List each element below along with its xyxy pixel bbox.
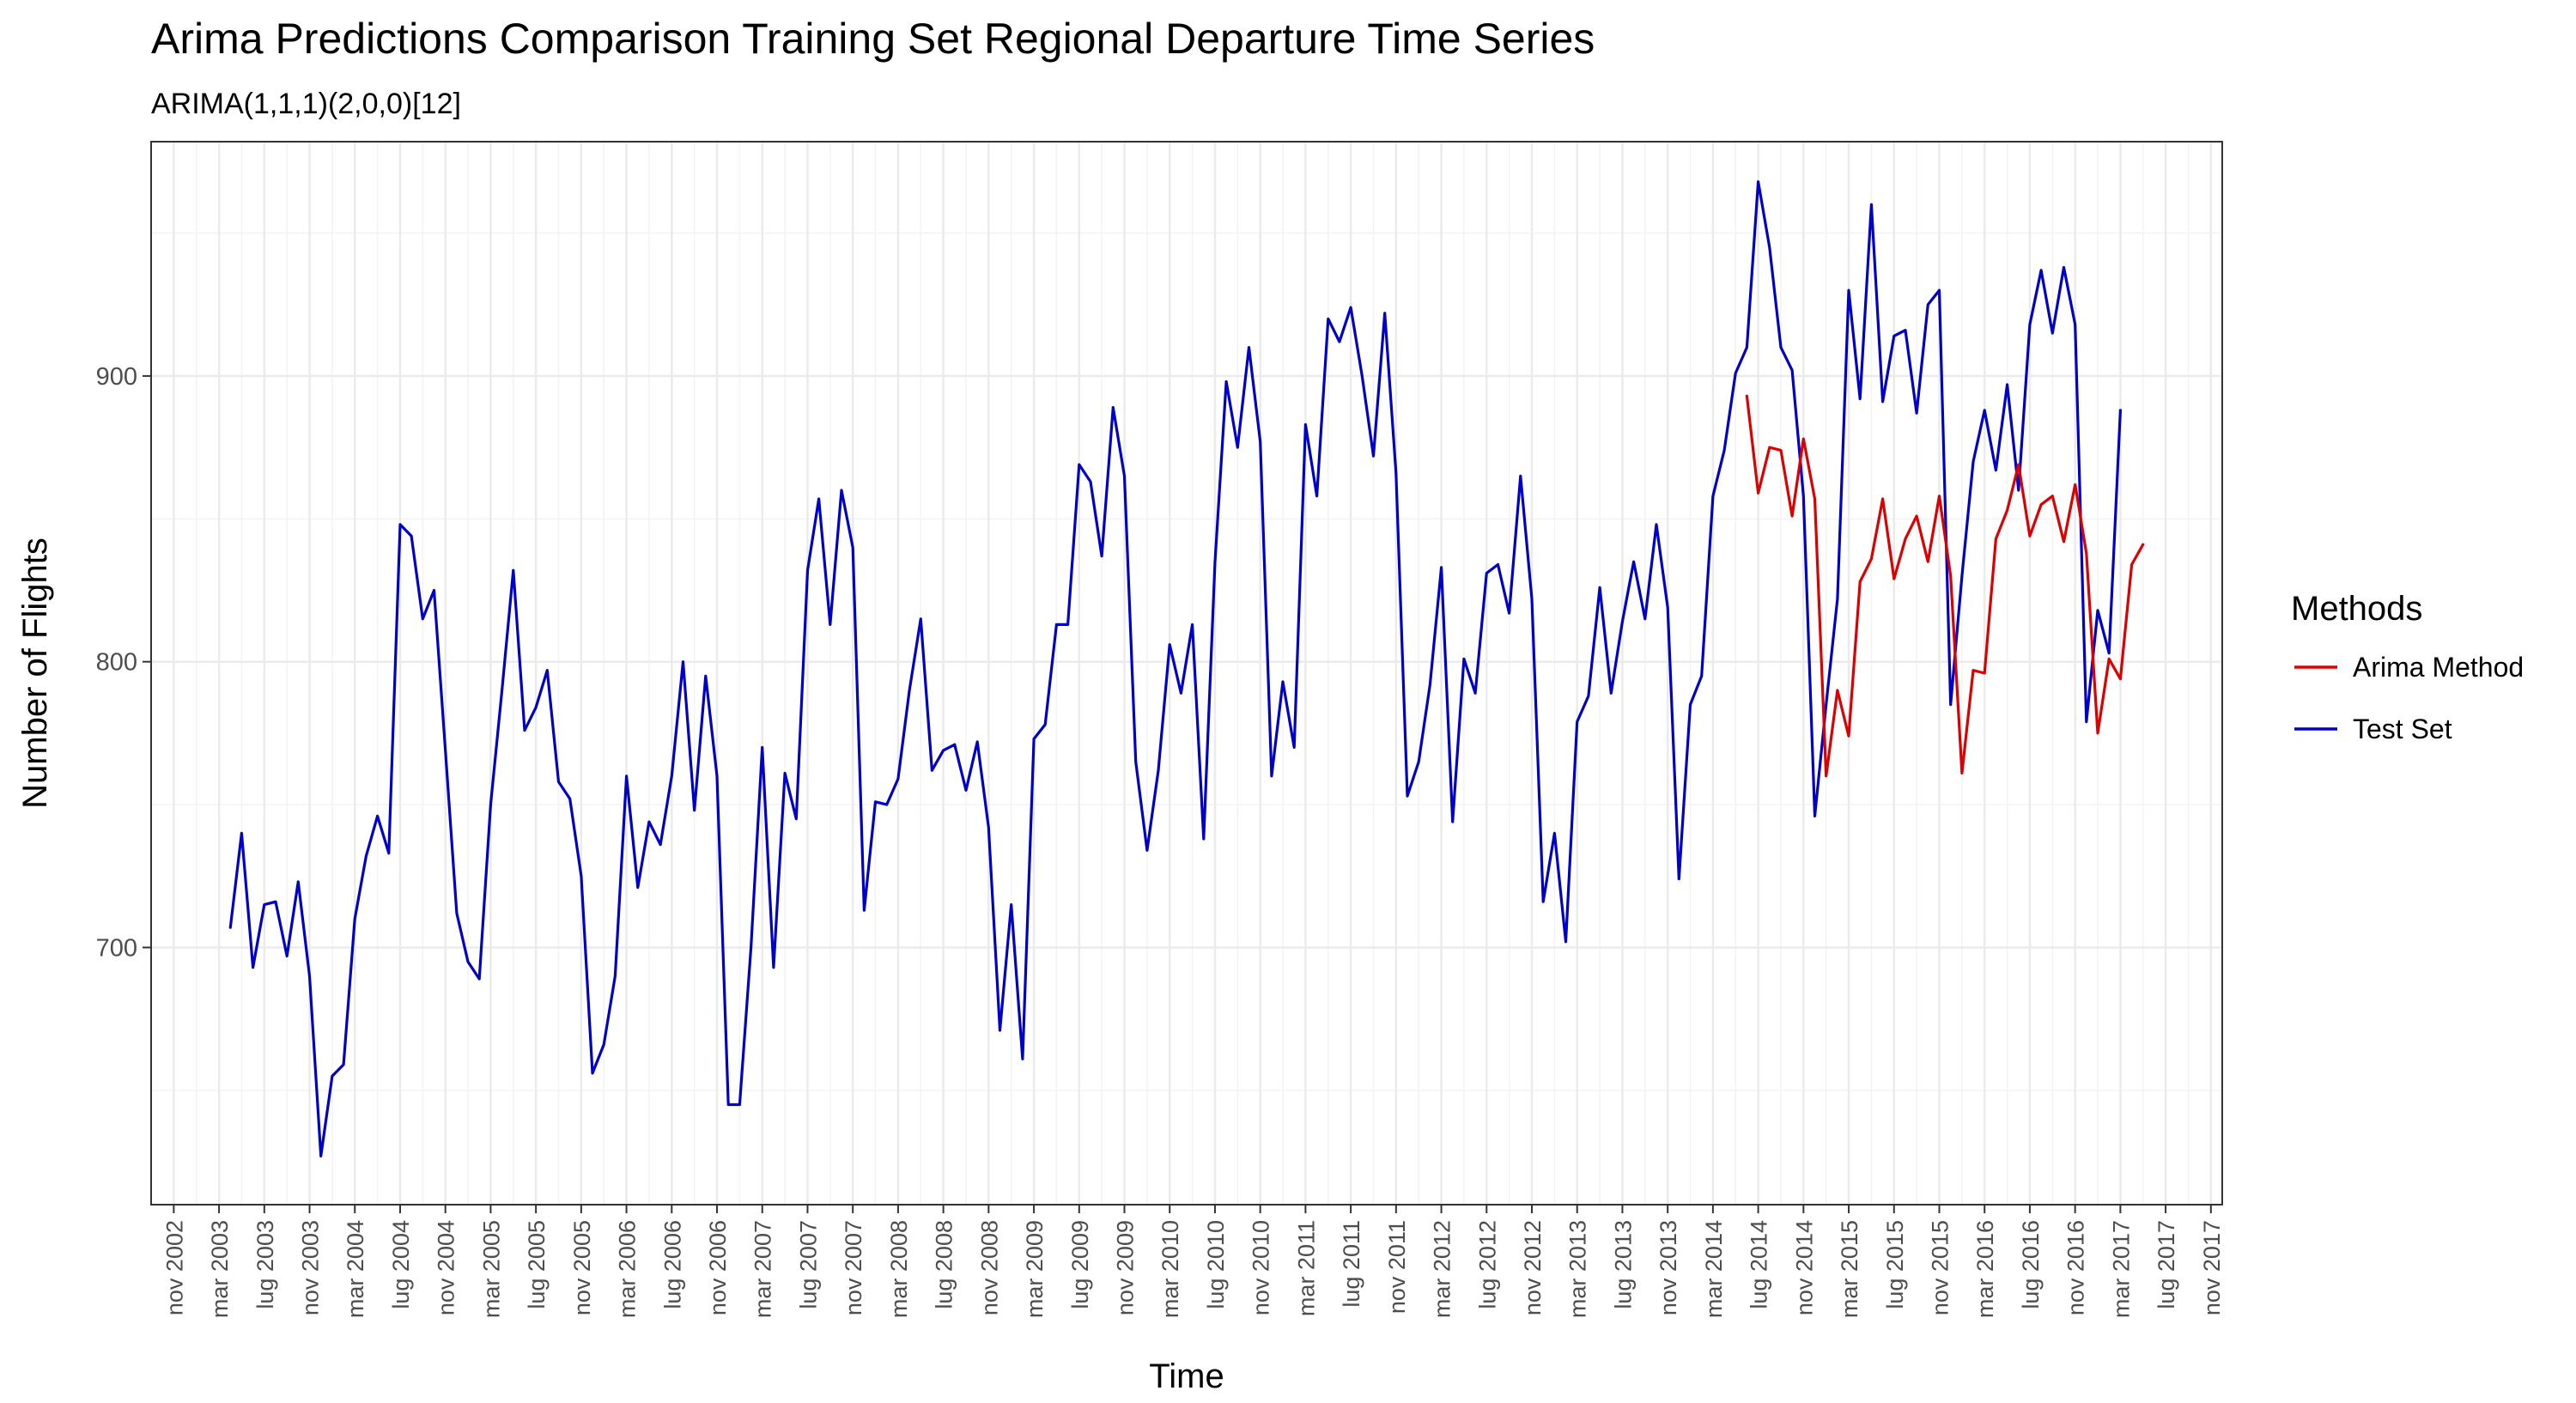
x-tick-label: nov 2012 [1520, 1220, 1546, 1315]
plot-panel [151, 142, 2222, 1205]
x-tick-label: mar 2015 [1837, 1220, 1862, 1318]
x-tick-label: mar 2010 [1157, 1220, 1183, 1318]
x-tick-label: nov 2003 [298, 1220, 324, 1315]
x-tick-label: mar 2011 [1293, 1220, 1319, 1316]
x-tick-label: mar 2004 [343, 1220, 368, 1318]
y-tick-label: 800 [96, 649, 137, 677]
x-tick-label: nov 2002 [161, 1220, 187, 1315]
x-tick-label: nov 2010 [1249, 1220, 1274, 1315]
x-tick-label: nov 2016 [2063, 1220, 2089, 1315]
series-line-arima-method [1745, 394, 2145, 778]
x-tick-label: nov 2008 [976, 1220, 1002, 1315]
x-tick-label: lug 2011 [1339, 1220, 1364, 1308]
x-tick-label: mar 2017 [2108, 1220, 2134, 1318]
y-axis: 700 800 900 [96, 363, 151, 962]
x-tick-label: lug 2015 [1882, 1220, 1908, 1309]
x-tick-label: lug 2004 [388, 1220, 414, 1309]
x-tick-label: mar 2013 [1565, 1220, 1591, 1318]
x-tick-label: nov 2004 [434, 1220, 459, 1315]
y-tick-label: 900 [96, 363, 137, 391]
legend: Methods Arima Method Test Set [2291, 590, 2524, 744]
x-tick-label: lug 2003 [252, 1220, 278, 1309]
y-axis-title: Number of Flights [16, 538, 54, 809]
x-tick-label: mar 2005 [478, 1220, 504, 1318]
x-tick-label: nov 2014 [1791, 1220, 1817, 1315]
chart-title: Arima Predictions Comparison Training Se… [151, 15, 1595, 63]
x-tick-label: lug 2009 [1067, 1220, 1093, 1309]
grid-major [151, 142, 2222, 1205]
x-tick-label: mar 2007 [750, 1220, 776, 1318]
x-tick-label: mar 2012 [1430, 1220, 1455, 1318]
x-tick-label: nov 2006 [705, 1220, 731, 1315]
x-tick-label: mar 2009 [1022, 1220, 1048, 1318]
x-axis-title: Time [1149, 1357, 1224, 1395]
chart-subtitle: ARIMA(1,1,1)(2,0,0)[12] [151, 88, 461, 120]
x-tick-label: nov 2011 [1384, 1220, 1410, 1314]
x-tick-label: lug 2005 [524, 1220, 550, 1309]
x-tick-label: lug 2014 [1747, 1220, 1772, 1309]
x-tick-label: nov 2007 [841, 1220, 866, 1315]
x-tick-label: lug 2010 [1203, 1220, 1229, 1309]
legend-entries: Arima Method Test Set [2294, 652, 2524, 744]
x-tick-label: lug 2006 [659, 1220, 685, 1309]
x-tick-label: nov 2013 [1656, 1220, 1681, 1315]
y-tick-label: 700 [96, 934, 137, 962]
x-tick-label: nov 2009 [1113, 1220, 1139, 1315]
legend-label-arima-method: Arima Method [2353, 652, 2524, 683]
x-tick-label: nov 2005 [569, 1220, 595, 1315]
x-axis: nov 2002 mar 2003 lug 2003 nov 2003 mar 2004… [161, 1205, 2225, 1318]
x-tick-label: lug 2016 [2018, 1220, 2044, 1309]
x-tick-label: lug 2017 [2154, 1220, 2179, 1309]
x-tick-label: lug 2008 [932, 1220, 957, 1309]
legend-label-test-set: Test Set [2353, 714, 2452, 744]
x-tick-label: mar 2003 [207, 1220, 233, 1318]
x-tick-label: lug 2013 [1610, 1220, 1636, 1309]
x-tick-label: mar 2006 [615, 1220, 641, 1318]
series-line-test-set [228, 180, 2122, 1158]
grid-minor [151, 142, 2222, 1205]
x-tick-label: mar 2008 [886, 1220, 912, 1318]
x-tick-label: mar 2014 [1701, 1220, 1727, 1318]
series-layer [228, 180, 2145, 1158]
x-tick-label: nov 2015 [1927, 1220, 1953, 1315]
x-tick-label: lug 2007 [795, 1220, 821, 1309]
x-tick-label: nov 2017 [2199, 1220, 2225, 1315]
x-tick-label: mar 2016 [1972, 1220, 1998, 1318]
legend-title: Methods [2291, 590, 2422, 628]
plot-border [150, 141, 2223, 1206]
x-tick-label: lug 2012 [1474, 1220, 1500, 1309]
